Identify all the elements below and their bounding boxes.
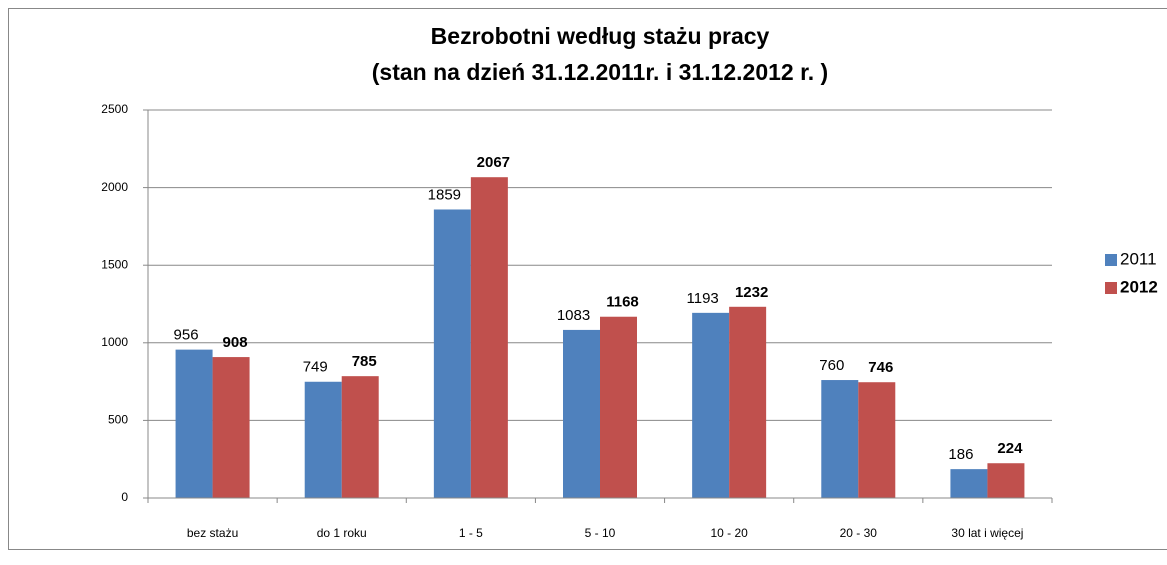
legend-label: 2011 [1120,249,1157,268]
bar [470,177,508,498]
bar [950,469,988,498]
y-tick-label: 2500 [101,102,128,116]
value-label: 224 [997,440,1023,457]
value-label: 1193 [687,290,719,307]
x-tick-label: 5 - 10 [585,526,616,540]
bar [175,349,213,498]
y-tick-label: 1000 [101,335,128,349]
y-tick-label: 500 [108,413,128,427]
bar [212,357,250,498]
legend-swatch [1105,254,1117,266]
x-tick-label: do 1 roku [317,526,367,540]
x-tick-label: 20 - 30 [840,526,878,540]
value-label: 749 [303,359,328,376]
chart-border [8,8,1167,550]
legend-label: 2012 [1120,277,1158,296]
legend-swatch [1105,282,1117,294]
value-label: 746 [868,359,893,376]
bar [987,463,1025,498]
y-tick-label: 1500 [101,257,128,271]
value-label: 760 [819,357,844,374]
bar [563,329,600,498]
value-label: 2067 [477,154,510,171]
value-label: 1168 [606,294,639,311]
value-label: 1859 [428,186,461,203]
value-label: 1232 [735,284,768,301]
chart-subtitle: (stan na dzień 31.12.2011r. i 31.12.2012… [372,59,828,85]
value-label: 186 [948,446,973,463]
x-tick-label: 30 lat i więcej [951,526,1023,540]
bar [858,382,896,498]
bar [692,312,730,498]
bar [433,209,471,498]
value-label: 785 [352,353,377,370]
y-tick-label: 0 [121,490,128,504]
value-label: 956 [174,327,199,344]
bar [304,381,342,498]
value-label: 908 [223,334,248,351]
bar [821,380,859,498]
bar [729,306,767,498]
x-tick-label: bez stażu [187,526,238,540]
value-label: 1083 [557,307,590,324]
bar [600,316,637,498]
chart-title: Bezrobotni według stażu pracy [431,23,770,49]
x-tick-label: 1 - 5 [459,526,483,540]
y-tick-label: 2000 [101,180,128,194]
bar [341,376,379,498]
x-tick-label: 10 - 20 [710,526,748,540]
